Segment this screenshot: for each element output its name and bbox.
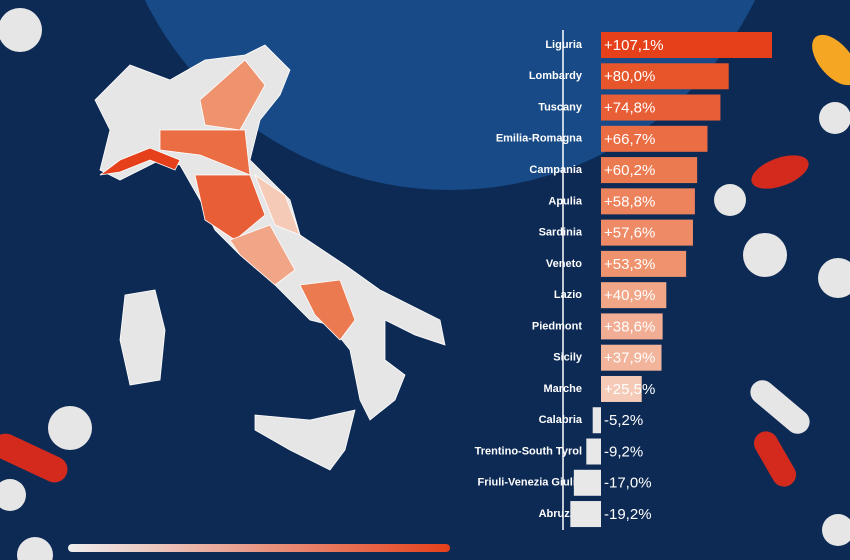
value-label: +40,9%: [604, 287, 655, 304]
category-label: Liguria: [545, 39, 583, 51]
color-scale: [68, 544, 450, 552]
category-label: Sicily: [553, 352, 583, 364]
map: [94, 44, 446, 471]
bar: [586, 438, 601, 465]
value-label: +74,8%: [604, 100, 655, 117]
value-label: +66,7%: [604, 131, 655, 148]
bar: [573, 469, 601, 496]
bar: [601, 375, 642, 402]
value-label: -9,2%: [604, 443, 643, 460]
bar: [601, 250, 687, 277]
bar: [601, 157, 698, 184]
category-label: Campania: [529, 164, 582, 176]
value-label: +58,8%: [604, 193, 655, 210]
category-label: Sardinia: [539, 227, 583, 239]
category-label: Veneto: [546, 258, 582, 270]
category-label: Piedmont: [532, 320, 582, 332]
value-label: +60,2%: [604, 162, 655, 179]
value-label: -19,2%: [604, 506, 652, 523]
value-label: +107,1%: [604, 37, 664, 54]
bar: [601, 188, 695, 215]
value-label: +38,6%: [604, 318, 655, 335]
bars: Liguria +107,1% Lombardy +80,0% Tuscany +74,8…: [475, 32, 772, 528]
bar: [570, 501, 601, 528]
value-label: -5,2%: [604, 412, 643, 429]
category-label: Lombardy: [529, 70, 583, 82]
value-label: +37,9%: [604, 350, 655, 367]
category-label: Lazio: [554, 289, 582, 301]
category-label: Apulia: [548, 195, 582, 207]
bar: [601, 94, 721, 121]
category-label: Calabria: [539, 414, 583, 426]
value-label: +25,5%: [604, 381, 655, 398]
category-label: Marche: [543, 383, 582, 395]
bar: [601, 282, 667, 309]
value-label: +53,3%: [604, 256, 655, 273]
bar: [601, 63, 729, 90]
bar: [601, 313, 663, 340]
category-label: Trentino-South Tyrol: [475, 445, 582, 457]
bar: [601, 125, 708, 152]
value-label: +80,0%: [604, 68, 655, 85]
decoration-pills: [0, 8, 850, 560]
bar: [601, 32, 772, 58]
bar: [601, 344, 662, 371]
category-label: Friuli-Venezia Giulia: [477, 477, 582, 489]
category-label: Tuscany: [538, 101, 583, 113]
value-label: +57,6%: [604, 225, 655, 242]
bar: [592, 407, 601, 434]
category-label: Emilia-Romagna: [496, 133, 583, 145]
bar: [601, 219, 693, 246]
value-label: -17,0%: [604, 475, 652, 492]
